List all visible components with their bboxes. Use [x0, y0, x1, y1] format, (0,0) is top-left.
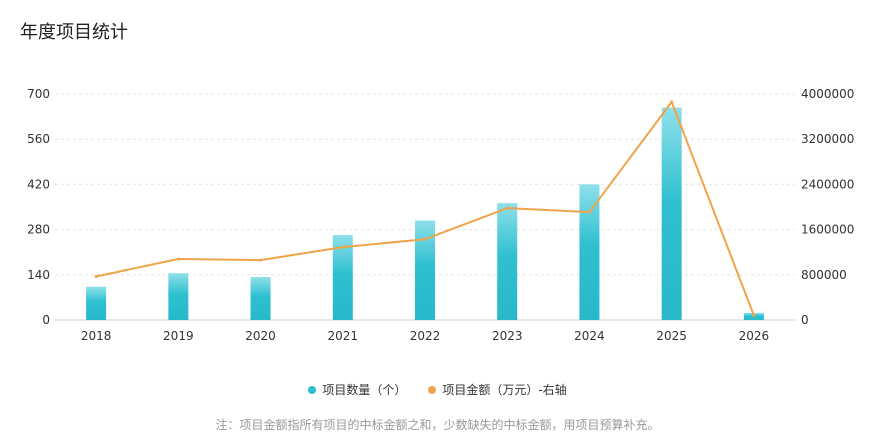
- y-left-tick-label: 420: [27, 177, 50, 191]
- line-point: [505, 206, 509, 210]
- bar-series: [86, 107, 764, 320]
- legend: 项目数量（个） 项目金额（万元）-右轴: [0, 381, 875, 398]
- bar: [661, 107, 682, 320]
- line-point: [752, 313, 756, 317]
- y-right-tick-label: 1600000: [801, 223, 854, 237]
- y-right-tick-label: 4000000: [801, 87, 854, 101]
- x-tick-label: 2018: [81, 329, 112, 343]
- line-point: [670, 100, 674, 104]
- legend-line-dot: [428, 385, 437, 394]
- bar: [579, 184, 600, 320]
- footnote: 注：项目金额指所有项目的中标金额之和，少数缺失的中标金额，用项目预算补充。: [215, 418, 660, 432]
- x-tick-label: 2022: [410, 329, 441, 343]
- y-left-tick-label: 560: [27, 132, 50, 146]
- x-tick-label: 2024: [574, 329, 605, 343]
- bar: [332, 235, 353, 320]
- bar: [497, 203, 518, 320]
- bar: [250, 277, 271, 320]
- line-point: [94, 274, 98, 278]
- chart-title: 年度项目统计: [20, 22, 128, 43]
- x-tick-label: 2019: [163, 329, 194, 343]
- x-tick-label: 2026: [739, 329, 770, 343]
- legend-bar-dot: [308, 385, 317, 394]
- y-left-tick-label: 140: [27, 268, 50, 282]
- bar: [415, 220, 435, 320]
- y-left-tick-label: 700: [27, 87, 50, 101]
- y-left-tick-label: 0: [42, 313, 50, 327]
- line-point: [176, 257, 180, 261]
- legend-item-bar[interactable]: 项目数量（个）: [308, 381, 406, 398]
- line-point: [341, 245, 345, 249]
- legend-item-line[interactable]: 项目金额（万元）-右轴: [428, 381, 567, 398]
- line-point: [587, 210, 591, 214]
- legend-bar-label: 项目数量（个）: [322, 383, 407, 397]
- line-series: [94, 100, 756, 317]
- y-right-tick-label: 800000: [801, 268, 847, 282]
- axis-labels: 0 140 280 420 560 700 0 800000 1600000 2400000 320…: [27, 87, 854, 343]
- bar: [86, 286, 107, 320]
- x-tick-label: 2023: [492, 329, 523, 343]
- line-point: [423, 237, 427, 241]
- x-tick-label: 2020: [245, 329, 276, 343]
- legend-line-label: 项目金额（万元）-右轴: [442, 383, 567, 397]
- x-tick-label: 2021: [328, 329, 359, 343]
- x-tick-label: 2025: [656, 329, 687, 343]
- y-right-tick-label: 2400000: [801, 177, 854, 191]
- y-right-tick-label: 0: [801, 313, 809, 327]
- bar: [168, 273, 189, 320]
- y-left-tick-label: 280: [27, 223, 50, 237]
- y-right-tick-label: 3200000: [801, 132, 854, 146]
- line-point: [259, 258, 263, 262]
